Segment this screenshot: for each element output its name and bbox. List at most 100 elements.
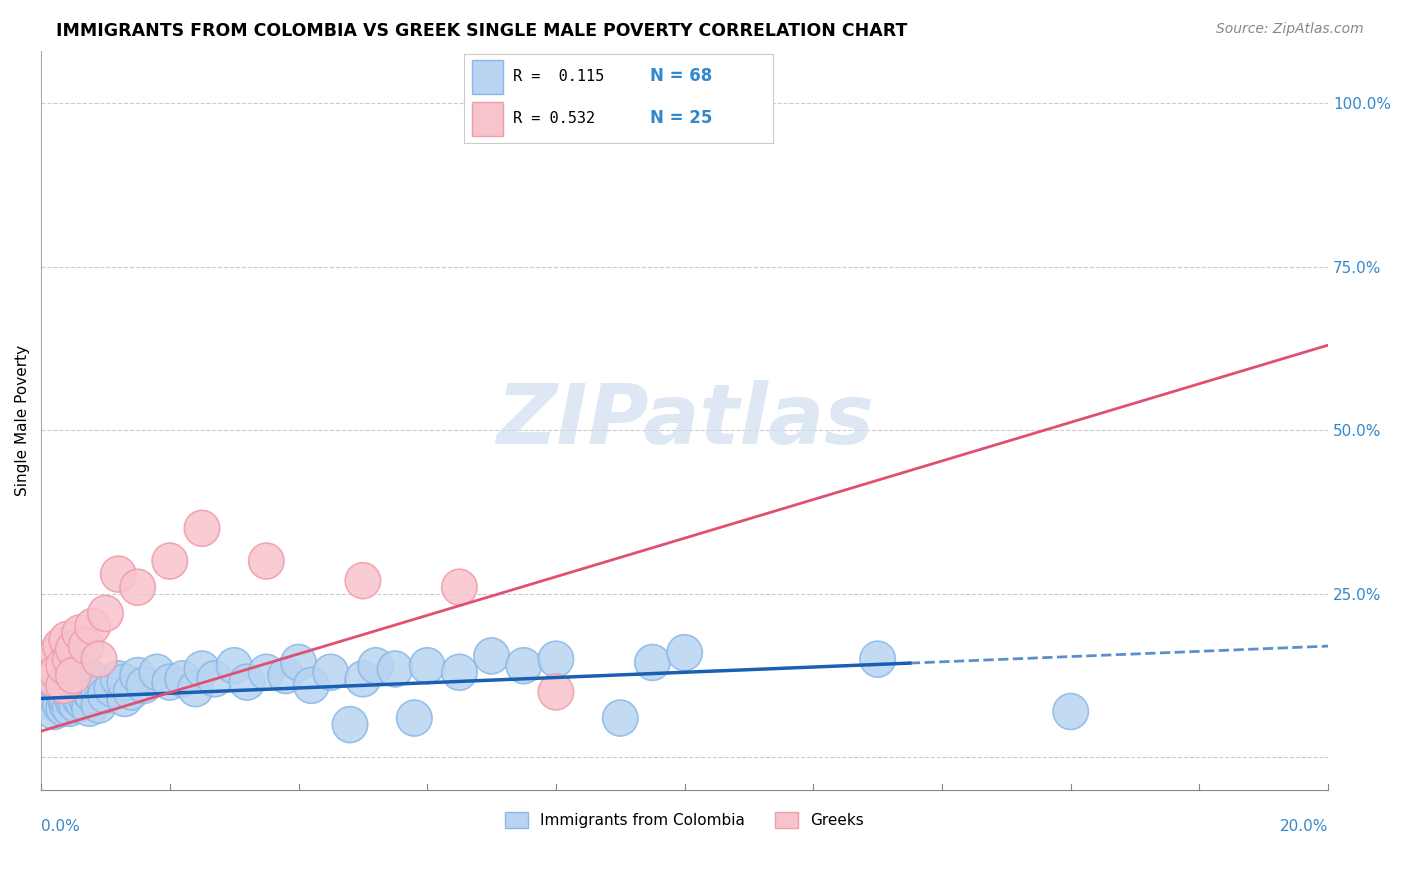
Ellipse shape xyxy=(52,690,87,726)
Ellipse shape xyxy=(139,654,174,690)
Ellipse shape xyxy=(177,671,214,706)
Ellipse shape xyxy=(506,648,541,684)
Ellipse shape xyxy=(127,667,162,704)
Text: N = 68: N = 68 xyxy=(650,67,711,86)
Ellipse shape xyxy=(62,671,97,706)
Ellipse shape xyxy=(69,664,104,700)
Ellipse shape xyxy=(409,648,444,684)
Ellipse shape xyxy=(294,667,329,704)
Ellipse shape xyxy=(56,657,91,694)
Ellipse shape xyxy=(269,657,304,694)
Ellipse shape xyxy=(87,595,124,632)
Ellipse shape xyxy=(62,615,97,651)
Ellipse shape xyxy=(82,674,117,710)
Text: 20.0%: 20.0% xyxy=(1279,820,1329,835)
Text: Source: ZipAtlas.com: Source: ZipAtlas.com xyxy=(1216,22,1364,37)
Y-axis label: Single Male Poverty: Single Male Poverty xyxy=(15,345,30,496)
Ellipse shape xyxy=(332,706,368,743)
Ellipse shape xyxy=(249,543,284,579)
Ellipse shape xyxy=(75,677,110,714)
Ellipse shape xyxy=(152,543,187,579)
Ellipse shape xyxy=(75,661,110,697)
Ellipse shape xyxy=(197,661,232,697)
Ellipse shape xyxy=(538,641,574,677)
Ellipse shape xyxy=(1053,694,1088,730)
Text: ZIPatlas: ZIPatlas xyxy=(496,380,873,461)
Ellipse shape xyxy=(359,648,394,684)
Ellipse shape xyxy=(120,569,155,605)
Ellipse shape xyxy=(72,690,107,726)
Ellipse shape xyxy=(94,671,129,706)
FancyBboxPatch shape xyxy=(472,102,503,136)
Ellipse shape xyxy=(107,681,142,716)
Ellipse shape xyxy=(314,654,349,690)
Ellipse shape xyxy=(165,661,201,697)
Text: R =  0.115: R = 0.115 xyxy=(513,69,605,84)
Ellipse shape xyxy=(39,681,75,716)
Ellipse shape xyxy=(65,684,101,720)
Ellipse shape xyxy=(666,634,703,671)
Ellipse shape xyxy=(37,661,72,697)
Text: IMMIGRANTS FROM COLOMBIA VS GREEK SINGLE MALE POVERTY CORRELATION CHART: IMMIGRANTS FROM COLOMBIA VS GREEK SINGLE… xyxy=(56,22,908,40)
Ellipse shape xyxy=(87,677,124,714)
Text: N = 25: N = 25 xyxy=(650,109,711,128)
Ellipse shape xyxy=(49,687,84,723)
Ellipse shape xyxy=(634,644,671,681)
Ellipse shape xyxy=(46,661,82,697)
Ellipse shape xyxy=(52,641,87,677)
Text: 0.0%: 0.0% xyxy=(41,820,80,835)
Ellipse shape xyxy=(281,644,316,681)
Ellipse shape xyxy=(65,661,101,697)
Ellipse shape xyxy=(860,641,896,677)
Legend: Immigrants from Colombia, Greeks: Immigrants from Colombia, Greeks xyxy=(499,806,870,834)
Ellipse shape xyxy=(75,608,110,644)
Ellipse shape xyxy=(59,687,94,723)
Ellipse shape xyxy=(39,654,75,690)
Ellipse shape xyxy=(474,638,509,674)
Ellipse shape xyxy=(249,654,284,690)
Ellipse shape xyxy=(101,661,136,697)
Ellipse shape xyxy=(46,677,82,714)
Ellipse shape xyxy=(184,651,219,687)
Ellipse shape xyxy=(42,628,79,664)
Ellipse shape xyxy=(217,648,252,684)
Ellipse shape xyxy=(538,674,574,710)
Ellipse shape xyxy=(603,700,638,736)
Ellipse shape xyxy=(49,681,84,716)
Ellipse shape xyxy=(72,674,107,710)
Ellipse shape xyxy=(87,667,124,704)
Ellipse shape xyxy=(52,674,87,710)
Ellipse shape xyxy=(152,664,187,700)
Ellipse shape xyxy=(344,661,381,697)
Ellipse shape xyxy=(56,684,91,720)
Ellipse shape xyxy=(377,651,413,687)
Ellipse shape xyxy=(59,667,94,704)
Text: R = 0.532: R = 0.532 xyxy=(513,111,596,126)
Ellipse shape xyxy=(344,563,381,599)
Ellipse shape xyxy=(69,628,104,664)
Ellipse shape xyxy=(603,92,638,128)
Ellipse shape xyxy=(49,667,84,704)
Ellipse shape xyxy=(107,664,142,700)
Ellipse shape xyxy=(82,687,117,723)
Ellipse shape xyxy=(39,667,75,704)
Ellipse shape xyxy=(56,632,91,667)
Ellipse shape xyxy=(46,690,82,726)
Ellipse shape xyxy=(82,641,117,677)
FancyBboxPatch shape xyxy=(472,60,503,94)
Ellipse shape xyxy=(69,681,104,716)
Ellipse shape xyxy=(46,648,82,684)
Ellipse shape xyxy=(114,674,149,710)
Ellipse shape xyxy=(62,681,97,716)
Ellipse shape xyxy=(49,622,84,657)
Ellipse shape xyxy=(37,674,72,710)
Ellipse shape xyxy=(42,671,79,706)
Ellipse shape xyxy=(37,694,72,730)
Ellipse shape xyxy=(441,569,477,605)
Ellipse shape xyxy=(184,510,219,546)
Ellipse shape xyxy=(396,700,432,736)
Ellipse shape xyxy=(46,667,82,704)
Ellipse shape xyxy=(39,634,75,671)
Ellipse shape xyxy=(229,664,264,700)
Ellipse shape xyxy=(42,687,79,723)
